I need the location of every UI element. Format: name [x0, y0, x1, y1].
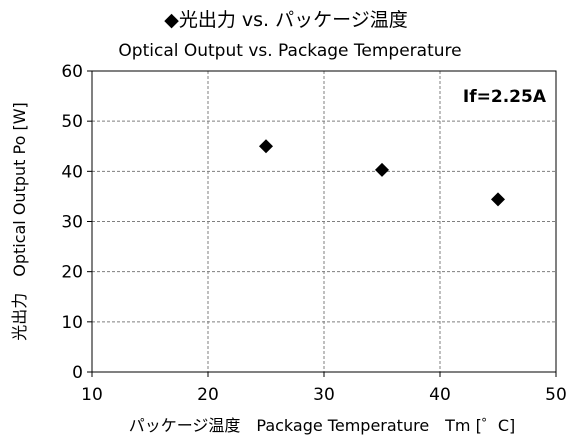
y-tick-label: 20	[61, 263, 83, 283]
chart-title: ◆光出力 vs. パッケージ温度	[164, 9, 408, 31]
x-axis-ticks: 10 20 30 40 50	[81, 372, 567, 405]
x-tick-label: 50	[545, 385, 567, 405]
y-tick-label: 0	[72, 363, 83, 383]
x-tick-label: 20	[197, 385, 219, 405]
y-tick-label: 50	[61, 112, 83, 132]
x-tick-label: 30	[313, 385, 335, 405]
y-tick-label: 30	[61, 213, 83, 233]
grid-lines	[92, 71, 556, 372]
x-axis-label: パッケージ温度 Package Temperature Tm [゜C]	[129, 416, 516, 435]
data-points	[259, 139, 505, 207]
data-point-diamond	[375, 162, 389, 177]
y-axis-label: 光出力 Optical Output Po [W]	[10, 102, 29, 341]
y-tick-label: 60	[61, 62, 83, 82]
y-tick-label: 40	[61, 162, 83, 182]
chart-subtitle: Optical Output vs. Package Temperature	[118, 41, 461, 61]
x-tick-label: 40	[429, 385, 451, 405]
data-point-diamond	[491, 192, 505, 207]
annotation-label: If=2.25A	[463, 87, 547, 107]
y-tick-label: 10	[61, 313, 83, 333]
y-axis-ticks: 0 10 20 30 40 50 60	[61, 62, 92, 383]
data-point-diamond	[259, 139, 273, 154]
x-tick-label: 10	[81, 385, 103, 405]
